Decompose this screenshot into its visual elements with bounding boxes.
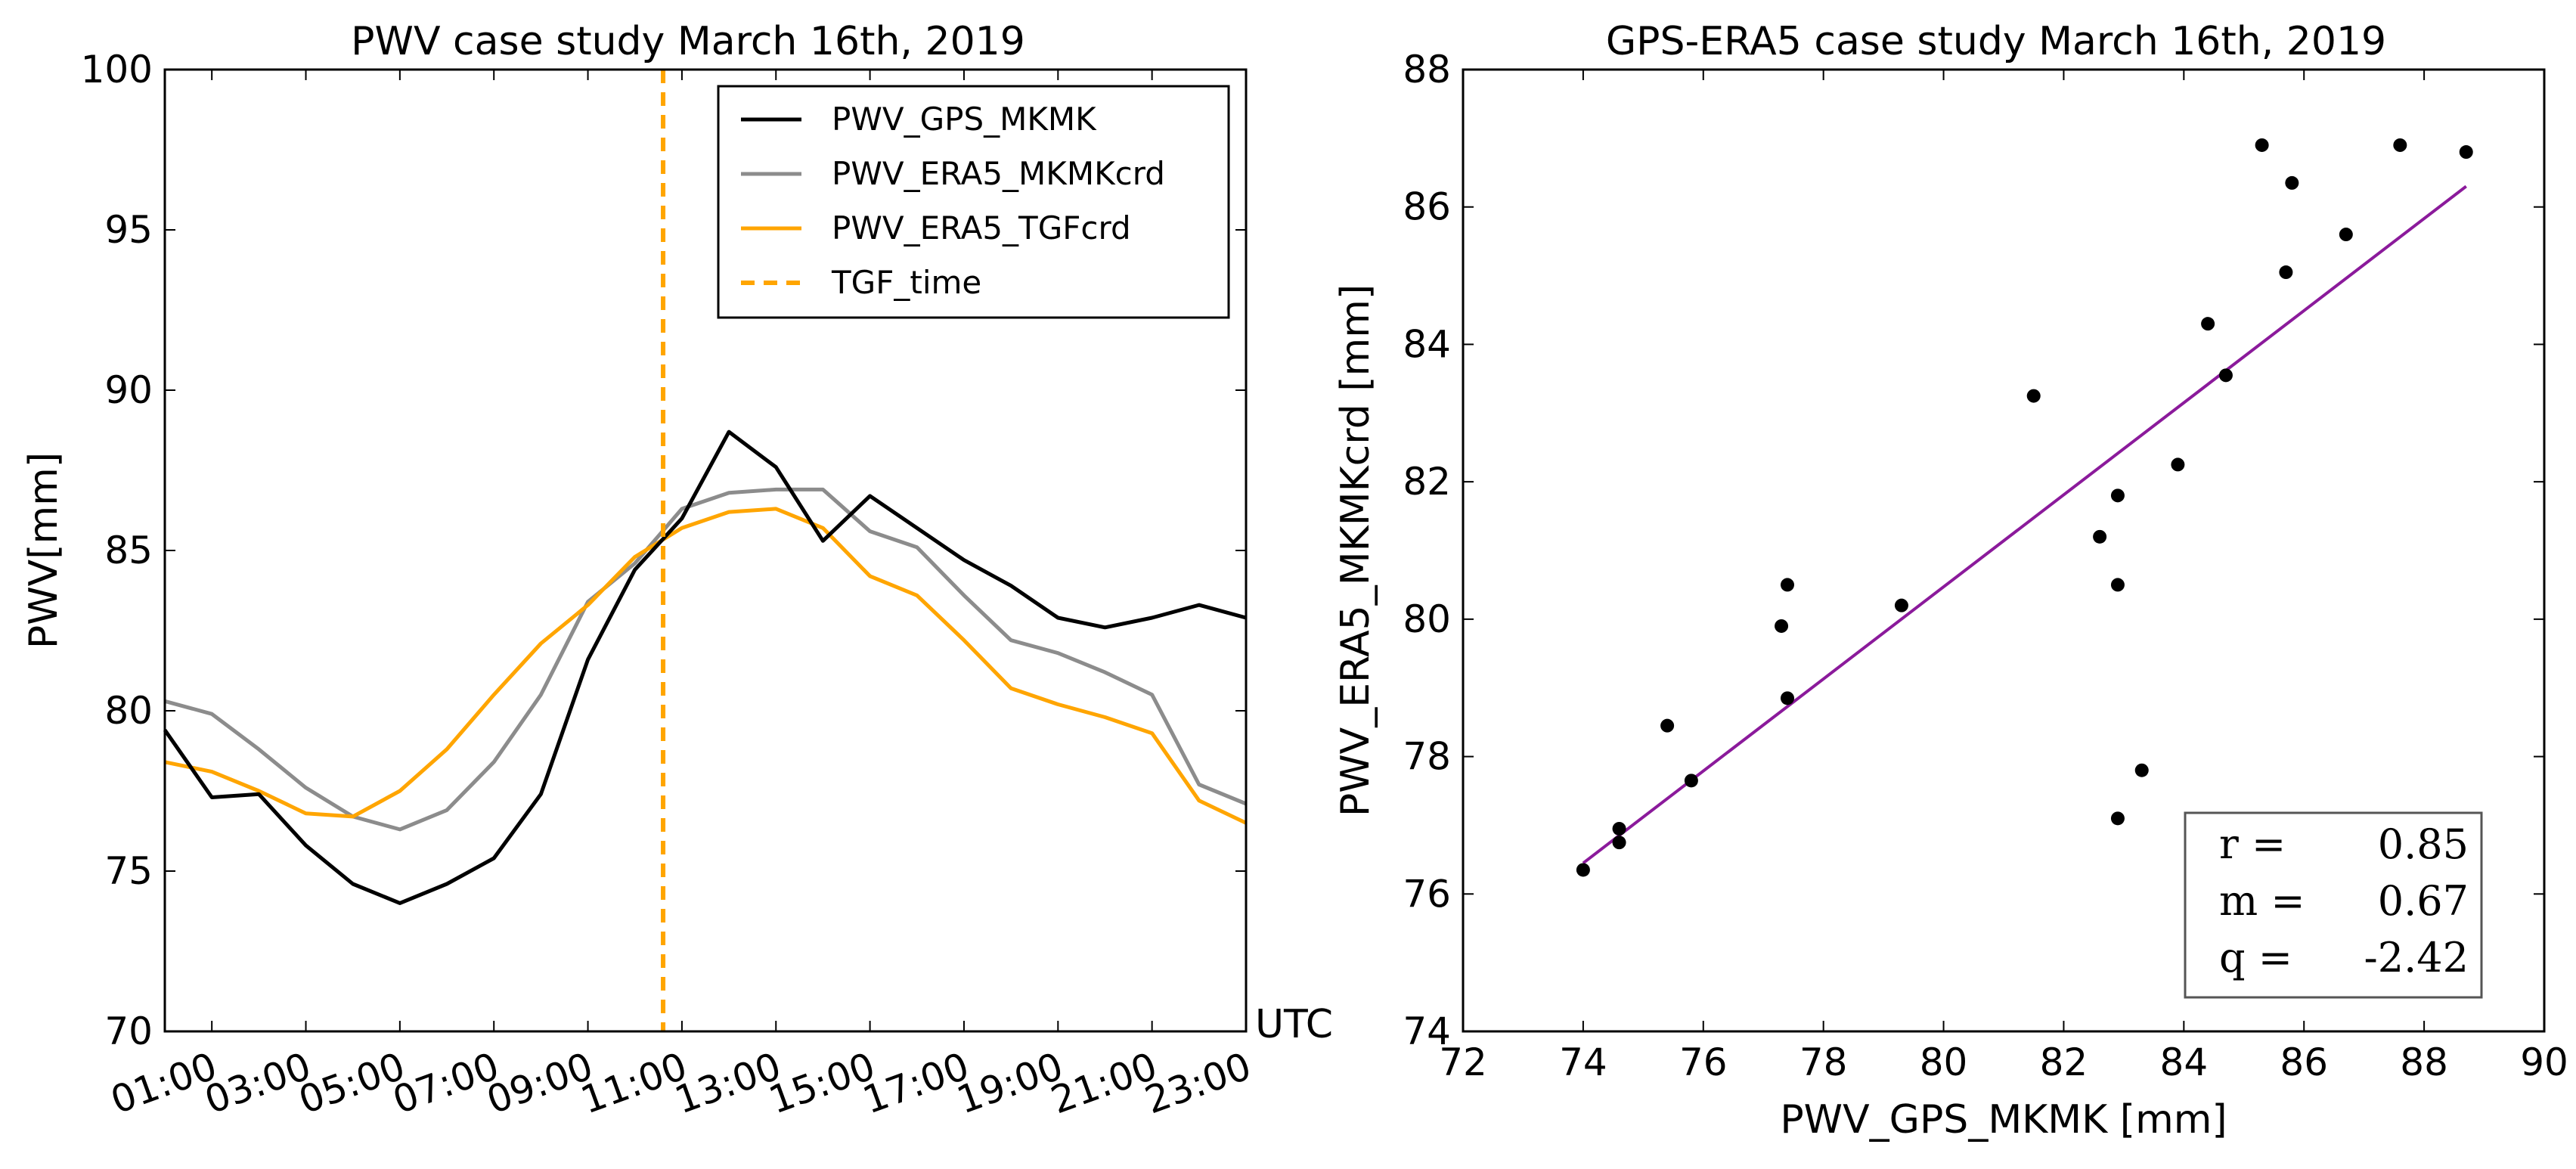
regression-line [1582, 184, 2467, 864]
chart2-y-ticks: 74 76 78 80 82 84 86 88 [1403, 48, 2544, 1053]
stat-q-label: q = [2219, 934, 2292, 981]
scatter-point [1781, 578, 1794, 592]
y-tick-label: 74 [1403, 1009, 1451, 1053]
legend-label-tgf-time: TGF_time [831, 264, 981, 301]
chart2-plot-frame [1462, 68, 2546, 1033]
series-line-pwv-gps-mkmk [163, 429, 1247, 905]
x-tick-label: 72 [1439, 1040, 1487, 1084]
scatter-point [2201, 317, 2215, 331]
scatter-point [2285, 175, 2299, 190]
y-tick-label: 85 [104, 529, 153, 572]
y-tick-label: 80 [104, 689, 153, 733]
scatter-point [2026, 389, 2041, 403]
y-tick-label: 76 [1403, 872, 1451, 916]
pwv-time-series-chart: PWV case study March 16th, 2019 70 75 80 85… [21, 19, 1333, 1123]
x-tick-label: 74 [1559, 1040, 1607, 1084]
scatter-point [2110, 811, 2125, 826]
scatter-point [2279, 265, 2293, 280]
series-line-pwv-era5-tgfcrd [164, 507, 1248, 825]
x-tick-label: 86 [2280, 1040, 2328, 1084]
x-tick-label: 80 [1920, 1040, 1968, 1084]
scatter-point [2218, 368, 2233, 383]
scatter-point [1576, 863, 1590, 877]
y-tick-label: 86 [1403, 185, 1451, 229]
chart2-x-axis-label: PWV_GPS_MKMK [mm] [1780, 1097, 2227, 1143]
legend-box [717, 85, 1230, 319]
scatter-point [1781, 691, 1794, 705]
y-tick-label: 100 [81, 48, 153, 91]
y-tick-label: 84 [1403, 322, 1451, 366]
stat-m-label: m = [2219, 877, 2305, 925]
chart1-y-axis-label: PWV[mm] [21, 452, 67, 649]
chart1-title: PWV case study March 16th, 2019 [351, 19, 1025, 64]
scatter-point [1775, 619, 1789, 633]
scatter-point [2110, 488, 2125, 503]
chart2-stats-box: r = 0.85 m = 0.67 q = -2.42 [2184, 811, 2483, 999]
stats-box-frame [2184, 811, 2483, 999]
scatter-point [2134, 763, 2149, 777]
y-tick-label: 90 [104, 368, 153, 412]
chart2-x-ticks: 72 74 76 78 80 82 84 86 88 90 [1439, 70, 2568, 1084]
x-tick-label: 82 [2040, 1040, 2088, 1084]
x-tick-label: 84 [2160, 1040, 2209, 1084]
chart1-legend: PWV_GPS_MKMK PWV_ERA5_MKMKcrd PWV_ERA5_T… [717, 85, 1230, 319]
scatter-point [2171, 457, 2185, 472]
y-tick-label: 70 [104, 1009, 153, 1053]
stat-r-label: r = [2219, 820, 2286, 868]
scatter-point [2093, 529, 2107, 544]
scatter-point [1612, 821, 1626, 836]
chart2-points [1576, 138, 2473, 877]
y-tick-label: 75 [104, 849, 153, 893]
stat-r-value: 0.85 [2378, 820, 2469, 868]
scatter-point [2255, 138, 2269, 152]
legend-label-era5-mkmk: PWV_ERA5_MKMKcrd [832, 155, 1165, 192]
chart2-y-axis-label: PWV_ERA5_MKMKcrd [mm] [1333, 284, 1378, 817]
chart1-y-ticks: 70 75 80 85 90 95 100 [81, 48, 1246, 1053]
scatter-point [1612, 836, 1626, 850]
chart1-series [163, 70, 1248, 1031]
legend-label-era5-tgf: PWV_ERA5_TGFcrd [832, 209, 1131, 247]
x-tick-label: 23:00 [1139, 1044, 1257, 1123]
y-tick-label: 82 [1403, 460, 1451, 504]
scatter-point [1684, 774, 1698, 788]
gps-era5-scatter-chart: GPS-ERA5 case study March 16th, 2019 747… [1333, 19, 2568, 1143]
chart2-fit-line [1582, 184, 2467, 864]
x-tick-label: 76 [1679, 1040, 1728, 1084]
series-line-pwv-era5-mkmkcrd [164, 487, 1247, 832]
chart1-x-axis-label: UTC [1255, 1002, 1333, 1047]
x-tick-label: 88 [2400, 1040, 2448, 1084]
y-tick-label: 88 [1403, 48, 1451, 91]
chart2-title: GPS-ERA5 case study March 16th, 2019 [1606, 19, 2386, 64]
scatter-point [2459, 145, 2473, 160]
scatter-point [2339, 228, 2353, 242]
y-tick-label: 78 [1403, 735, 1451, 779]
y-tick-label: 95 [104, 208, 153, 252]
scatter-point [1894, 598, 1908, 612]
chart1-plot-frame [163, 68, 1248, 1033]
scatter-point [1660, 718, 1675, 733]
y-tick-label: 80 [1403, 597, 1451, 641]
x-tick-label: 78 [1799, 1040, 1848, 1084]
scatter-point [2110, 578, 2125, 592]
stat-q-value: -2.42 [2364, 934, 2469, 981]
stat-m-value: 0.67 [2378, 877, 2469, 925]
x-tick-label: 90 [2520, 1040, 2568, 1084]
legend-label-gps: PWV_GPS_MKMK [832, 101, 1097, 138]
scatter-point [2393, 138, 2407, 152]
